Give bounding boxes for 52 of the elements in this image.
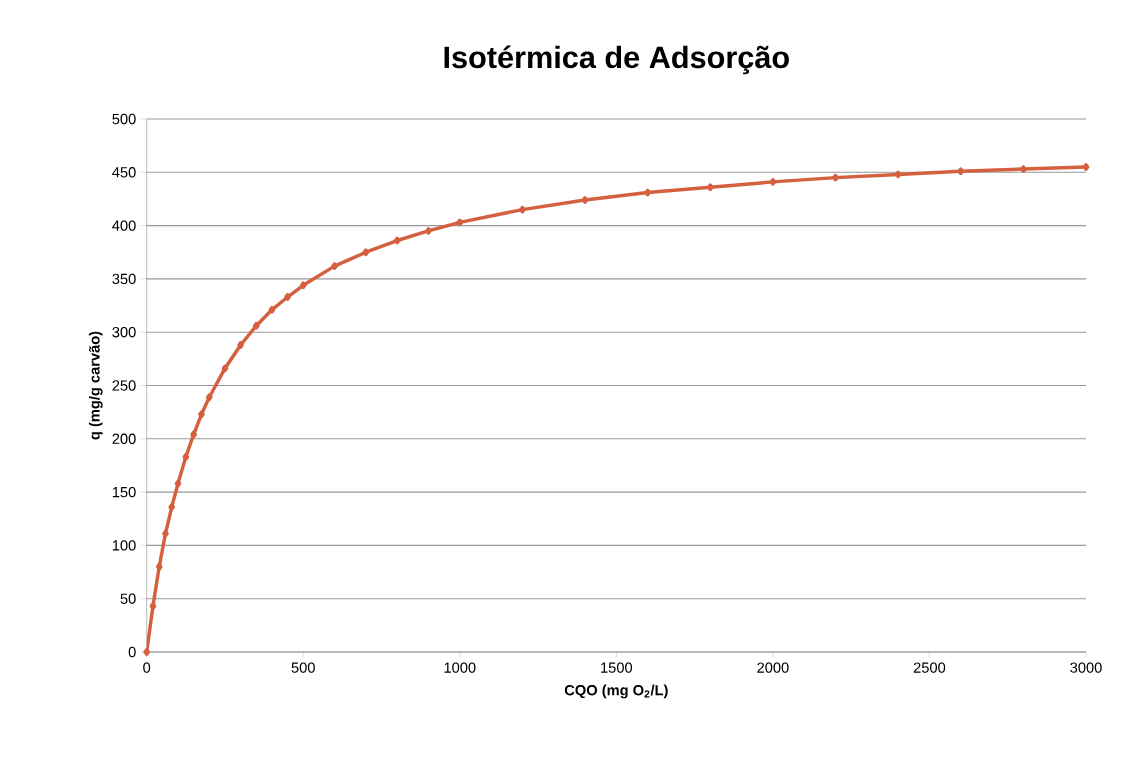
point: [519, 205, 526, 214]
point: [149, 602, 157, 611]
point: [205, 393, 213, 402]
chart-title: Isotérmica de Adsorção: [444, 45, 789, 75]
y-axis-title: q (mg/g carvão): [88, 331, 103, 440]
point: [957, 167, 965, 176]
y-tick-label: 200: [112, 433, 136, 444]
point: [393, 236, 401, 245]
y-tick-label: 400: [112, 220, 136, 231]
point: [581, 196, 589, 204]
x-tick-label: 1500: [601, 662, 633, 673]
point: [155, 562, 163, 571]
point: [221, 364, 229, 373]
y-tick-label: 150: [112, 486, 136, 498]
point: [331, 262, 338, 270]
point: [174, 479, 182, 488]
point: [252, 321, 260, 330]
point: [1082, 163, 1090, 171]
point: [190, 430, 197, 439]
y-tick-label: 50: [120, 593, 136, 604]
point: [425, 227, 432, 235]
x-tick-label: 2000: [757, 662, 789, 673]
x-tick-label: 1000: [444, 662, 476, 673]
point: [198, 410, 205, 419]
y-tick-label: 350: [112, 273, 136, 285]
x-tick-label: 0: [143, 662, 151, 673]
point: [362, 248, 370, 257]
point: [832, 173, 839, 182]
x-tick-label: 2500: [913, 662, 946, 673]
point: [168, 503, 176, 511]
y-tick-label: 100: [112, 540, 136, 551]
x-tick-label: 3000: [1070, 662, 1102, 673]
x-tick-label: 500: [291, 662, 315, 673]
y-tick-label: 500: [112, 113, 136, 125]
point: [456, 218, 464, 227]
y-tick-label: 450: [112, 167, 136, 178]
y-tick-label: 0: [128, 646, 136, 658]
point: [706, 183, 714, 192]
point: [644, 188, 651, 197]
point: [182, 453, 190, 461]
y-tick-label: 250: [112, 380, 136, 391]
point: [268, 305, 276, 314]
point: [894, 170, 902, 179]
point: [237, 341, 244, 349]
point: [299, 281, 307, 290]
point: [1020, 165, 1027, 173]
point: [143, 648, 151, 656]
y-tick-label: 300: [112, 327, 136, 338]
point: [769, 178, 777, 186]
x-axis-title: CQO (mg O$_{2}$/L): [564, 684, 668, 699]
point: [162, 529, 169, 538]
point: [284, 293, 291, 301]
